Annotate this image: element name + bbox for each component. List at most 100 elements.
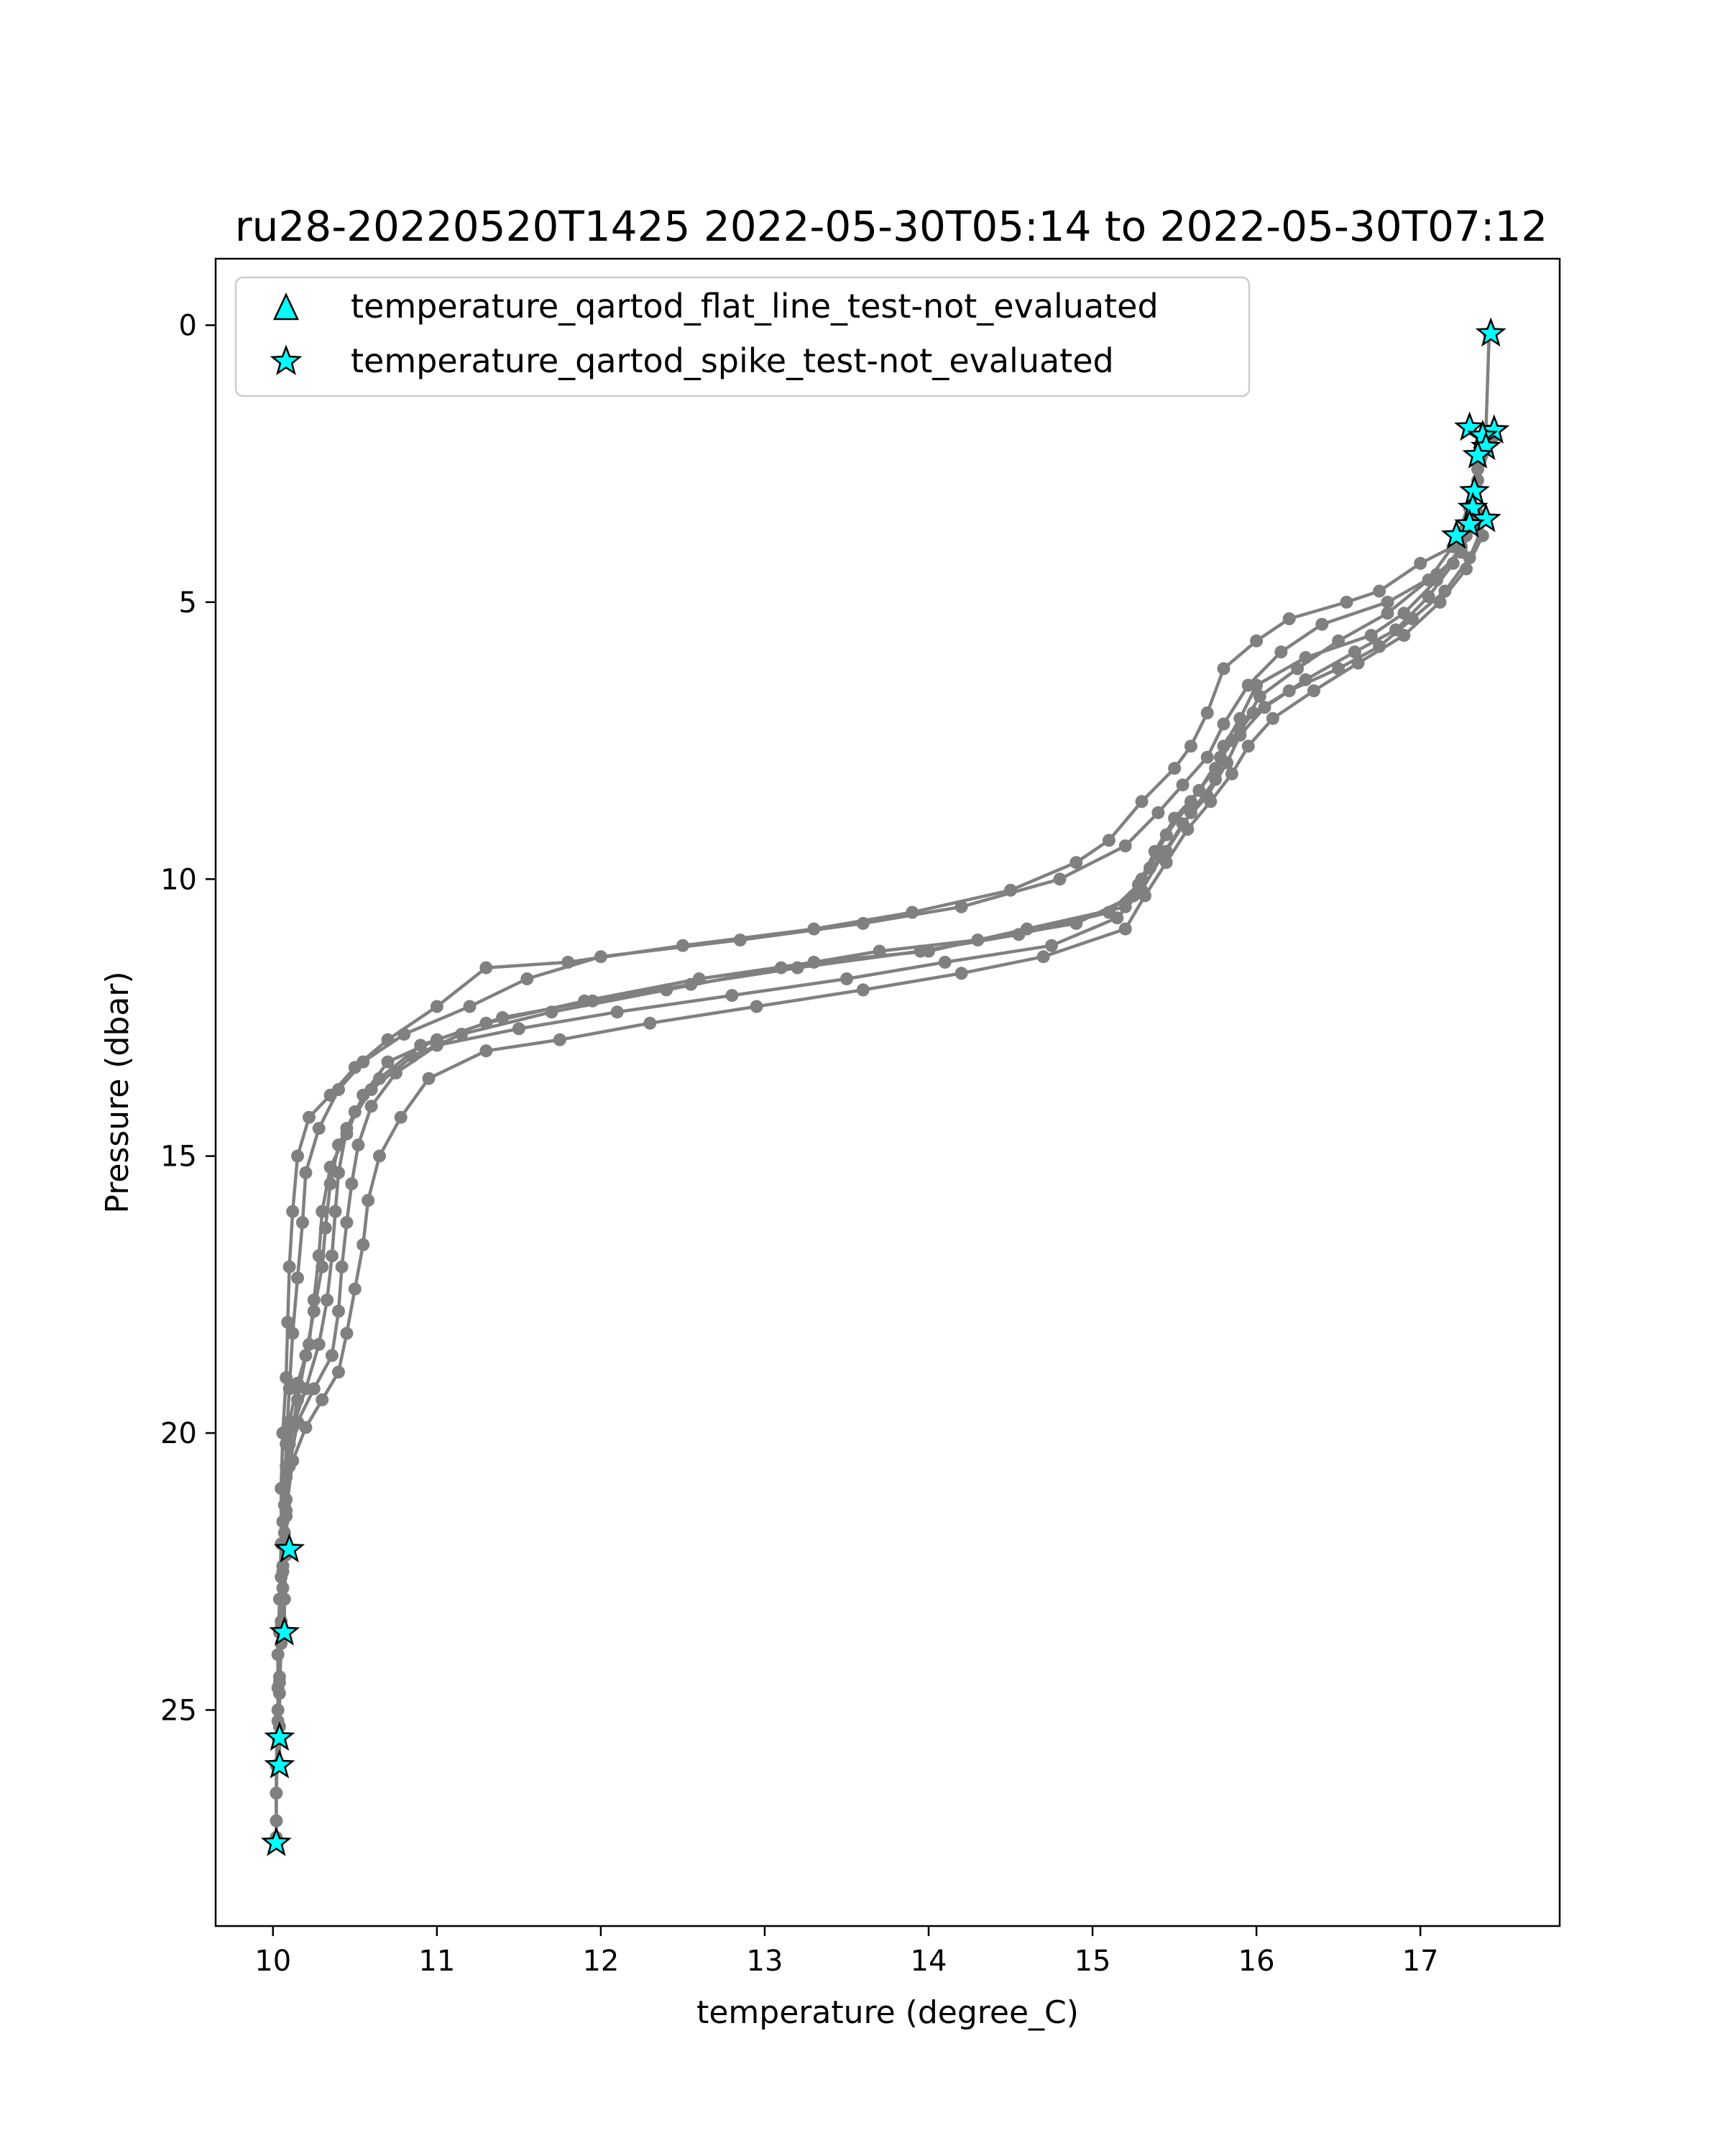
x-tick-label: 15 xyxy=(1075,1945,1111,1978)
data-point xyxy=(332,1365,345,1379)
data-point xyxy=(479,961,493,975)
data-point xyxy=(307,1382,321,1396)
data-point xyxy=(1250,678,1264,692)
data-point xyxy=(316,1393,329,1406)
data-point xyxy=(1282,612,1296,625)
data-point xyxy=(873,944,886,958)
data-point xyxy=(389,1067,402,1079)
legend-box xyxy=(234,276,1251,397)
data-point xyxy=(463,1000,477,1013)
data-point xyxy=(1131,878,1145,891)
data-point xyxy=(1217,717,1230,731)
data-point xyxy=(312,1122,326,1135)
y-tick-label: 15 xyxy=(160,1141,197,1174)
profile-line-7 xyxy=(275,458,1480,1838)
data-point xyxy=(303,1110,316,1124)
data-point xyxy=(1460,562,1473,576)
data-point xyxy=(1258,701,1271,714)
data-point xyxy=(430,1033,443,1046)
x-tick-label: 11 xyxy=(418,1945,455,1978)
data-point xyxy=(325,1249,339,1263)
data-point xyxy=(1476,529,1489,543)
data-point xyxy=(1168,762,1182,775)
data-point xyxy=(1414,556,1427,570)
data-point xyxy=(1299,673,1312,686)
spike-test-star-marker xyxy=(269,1616,300,1646)
spike-test-star-marker xyxy=(274,1533,305,1563)
data-point xyxy=(312,1249,326,1263)
spike-test-star-marker xyxy=(1454,508,1485,538)
data-point xyxy=(1181,822,1195,836)
data-point xyxy=(332,1304,345,1318)
data-point xyxy=(286,1327,300,1340)
data-point xyxy=(332,1083,345,1097)
data-point xyxy=(325,1349,339,1363)
spike-test-star-marker xyxy=(260,1826,292,1856)
data-point xyxy=(291,1376,304,1390)
plot-frame xyxy=(214,257,1561,1927)
data-point xyxy=(328,1204,342,1218)
data-point xyxy=(1381,607,1394,620)
spike-test-star-marker xyxy=(1462,439,1494,469)
data-point xyxy=(281,1315,295,1329)
data-point xyxy=(1159,856,1173,870)
y-tick-label: 0 xyxy=(179,309,197,342)
data-point xyxy=(356,1088,370,1102)
data-point xyxy=(356,1055,370,1069)
data-point xyxy=(1315,617,1329,631)
data-point xyxy=(323,1161,337,1174)
data-point xyxy=(1332,634,1346,648)
data-point xyxy=(356,1238,370,1251)
plot-area xyxy=(260,317,1510,1856)
data-point xyxy=(1373,584,1386,598)
data-point xyxy=(1168,811,1182,825)
legend-label-flat-line: temperature_qartod_flat_line_test-not_ev… xyxy=(351,287,1159,326)
data-point xyxy=(299,1421,313,1434)
data-point xyxy=(1148,844,1162,858)
data-point xyxy=(394,1110,408,1124)
data-point xyxy=(1184,740,1197,753)
x-tick-label: 12 xyxy=(582,1945,619,1978)
data-point xyxy=(1250,634,1264,648)
data-point xyxy=(1433,595,1447,609)
data-point xyxy=(291,1149,304,1163)
data-point xyxy=(1176,778,1190,792)
x-tick-label: 10 xyxy=(254,1945,291,1978)
data-point xyxy=(1151,806,1165,819)
data-point xyxy=(1381,595,1394,609)
x-tick-label: 14 xyxy=(911,1945,947,1978)
data-point xyxy=(299,1166,313,1179)
data-point xyxy=(856,916,870,930)
data-point xyxy=(586,994,599,1008)
data-point xyxy=(291,1271,304,1285)
data-point xyxy=(496,1010,510,1024)
y-axis: 0 5 10 15 20 25 xyxy=(160,309,216,1727)
data-point xyxy=(275,1570,288,1584)
data-point xyxy=(840,972,853,985)
data-point xyxy=(362,1194,375,1207)
data-point xyxy=(1422,573,1435,586)
spike-test-star-marker xyxy=(1475,317,1506,347)
data-point xyxy=(373,1149,386,1163)
data-point xyxy=(1070,856,1083,870)
data-point xyxy=(1225,767,1238,780)
legend: temperature_qartod_flat_line_test-not_ev… xyxy=(234,276,1251,397)
x-tick-label: 13 xyxy=(747,1945,783,1978)
data-point xyxy=(1138,889,1151,903)
data-point xyxy=(520,972,534,985)
data-point xyxy=(750,1000,763,1013)
data-point xyxy=(397,1028,411,1041)
data-point xyxy=(340,1127,354,1141)
data-point xyxy=(1291,662,1305,676)
data-point xyxy=(1053,872,1067,886)
data-point xyxy=(1012,928,1026,941)
y-tick-label: 10 xyxy=(160,863,197,896)
data-point xyxy=(1213,750,1227,764)
data-point xyxy=(1200,706,1214,719)
data-point xyxy=(1364,629,1378,642)
data-point xyxy=(351,1138,365,1152)
data-point xyxy=(1422,590,1435,604)
data-point xyxy=(1340,595,1353,609)
data-point xyxy=(791,961,804,975)
data-point xyxy=(643,1016,657,1030)
